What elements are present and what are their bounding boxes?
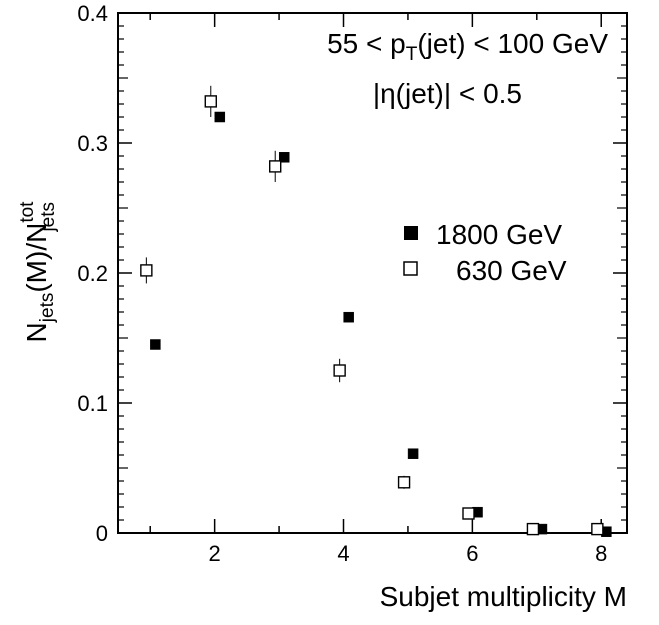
y-tick-label: 0	[96, 521, 108, 546]
marker-1800-gev	[407, 448, 419, 459]
annotation-pt-prefix: 55 < p	[327, 28, 406, 59]
x-tick-label: 8	[595, 541, 607, 566]
y-tick-label: 0.3	[77, 131, 108, 156]
y-tick-label: 0.2	[77, 261, 108, 286]
y-tick-label: 0.4	[77, 1, 108, 26]
marker-1800-gev	[150, 339, 161, 350]
marker-1800-gev	[278, 152, 290, 163]
y-axis-title-mid: (M)/N	[21, 223, 52, 293]
legend-marker-1800	[404, 226, 418, 240]
marker-1800-gev	[214, 111, 226, 123]
y-axis-title-sub1: jets	[37, 293, 58, 324]
axis-ticks	[118, 12, 627, 534]
tick-labels: 2 4 6 8 0 0.1 0.2 0.3 0.4	[77, 1, 607, 566]
marker-630-gev	[140, 264, 153, 277]
marker-630-gev	[462, 507, 475, 520]
marker-630-gev	[269, 160, 282, 173]
annotation-pt-range: 55 < pT(jet) < 100 GeV	[327, 28, 608, 65]
y-tick-label: 0.1	[77, 391, 108, 416]
x-tick-label: 6	[466, 541, 478, 566]
x-axis-title: Subjet multiplicity M	[380, 581, 627, 612]
marker-630-gev	[204, 95, 217, 108]
legend-label-1800: 1800 GeV	[436, 219, 562, 250]
marker-630-gev	[591, 522, 604, 536]
annotation-eta-range: |η(jet)| < 0.5	[373, 78, 522, 109]
marker-1800-gev	[343, 311, 354, 323]
marker-630-gev	[333, 364, 346, 377]
marker-630-gev	[397, 476, 411, 489]
x-tick-label: 4	[337, 541, 349, 566]
y-axis-title-sub2: jets	[38, 202, 59, 233]
y-axis-title-sup2: tot	[17, 201, 38, 223]
annotation-pt-suffix: (jet) < 100 GeV	[417, 28, 608, 59]
x-tick-label: 2	[209, 541, 221, 566]
legend: 1800 GeV 630 GeV	[403, 219, 567, 286]
y-axis-title: Njets(M)/Ntotjets	[17, 201, 59, 343]
data-markers	[140, 85, 612, 537]
y-axis-title-base: N	[21, 322, 52, 342]
annotation-pt-sub: T	[406, 44, 418, 65]
legend-marker-630	[403, 261, 418, 276]
marker-630-gev	[526, 522, 540, 536]
legend-label-630: 630 GeV	[456, 255, 567, 286]
